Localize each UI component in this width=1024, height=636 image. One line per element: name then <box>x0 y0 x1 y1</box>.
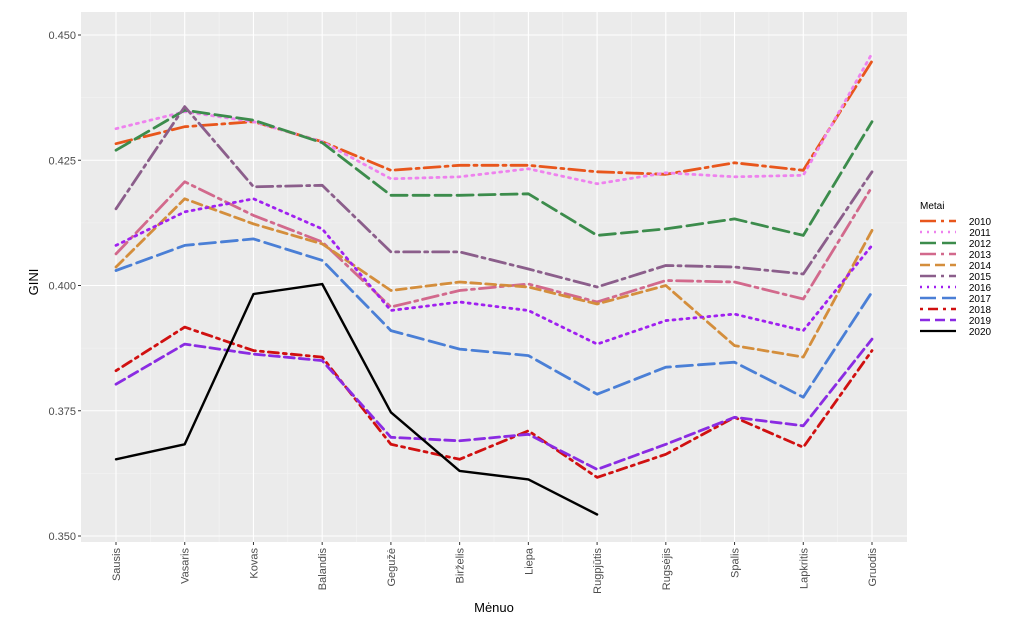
x-tick-label: Gegužė <box>386 548 398 587</box>
series-line-2014 <box>114 197 874 359</box>
x-tick-label: Rugsėjis <box>661 548 673 591</box>
x-tick-label: Balandis <box>317 548 329 591</box>
series-line-2017 <box>114 237 874 399</box>
legend-label-2013: 2013 <box>969 250 992 261</box>
y-tick-label: 0.425 <box>48 155 76 167</box>
legend-label-2016: 2016 <box>969 283 992 294</box>
series-line-2015 <box>114 105 874 289</box>
series-line-2012 <box>114 108 874 237</box>
x-tick-label: Vasaris <box>180 548 192 584</box>
y-tick-label: 0.450 <box>48 30 76 42</box>
x-tick-label: Spalis <box>730 548 742 578</box>
y-axis: 0.350 0.375 0.400 0.425 0.450 <box>48 30 81 543</box>
y-tick-label: 0.375 <box>48 406 76 418</box>
legend-label-2015: 2015 <box>969 272 992 283</box>
legend-label-2012: 2012 <box>969 239 992 250</box>
x-tick-label: Kovas <box>248 548 260 579</box>
series-line-2010 <box>114 59 874 176</box>
legend-label-2011: 2011 <box>969 228 991 239</box>
legend: Metai 2010201120122013201420152016201720… <box>920 201 992 338</box>
x-tick-label: Rugpjūtis <box>592 548 604 594</box>
series-line-2011 <box>114 52 874 186</box>
series-line-2019 <box>114 337 874 471</box>
legend-label-2020: 2020 <box>969 327 992 338</box>
series-layer <box>114 52 874 516</box>
x-tick-label: Birželis <box>455 548 467 584</box>
grid-major <box>81 12 907 542</box>
legend-title: Metai <box>920 201 944 212</box>
legend-label-2010: 2010 <box>969 217 992 228</box>
x-tick-label: Liepa <box>523 547 535 575</box>
x-tick-label: Sausis <box>111 548 123 582</box>
y-tick-label: 0.400 <box>48 281 76 293</box>
x-axis-title: Mėnuo <box>474 600 514 615</box>
series-line-2016 <box>114 197 874 346</box>
legend-label-2014: 2014 <box>969 261 992 272</box>
series-line-2020 <box>114 282 599 516</box>
legend-label-2018: 2018 <box>969 305 992 316</box>
series-line-2013 <box>114 180 874 309</box>
x-axis: Sausis Vasaris Kovas Balandis Gegužė Birželis… <box>111 542 879 594</box>
x-tick-label: Gruodis <box>867 548 879 587</box>
y-tick-label: 0.350 <box>48 531 76 543</box>
legend-label-2019: 2019 <box>969 316 992 327</box>
x-tick-label: Lapkritis <box>798 548 810 589</box>
legend-label-2017: 2017 <box>969 294 992 305</box>
series-line-2018 <box>114 325 874 479</box>
y-axis-title: GINI <box>26 269 41 296</box>
